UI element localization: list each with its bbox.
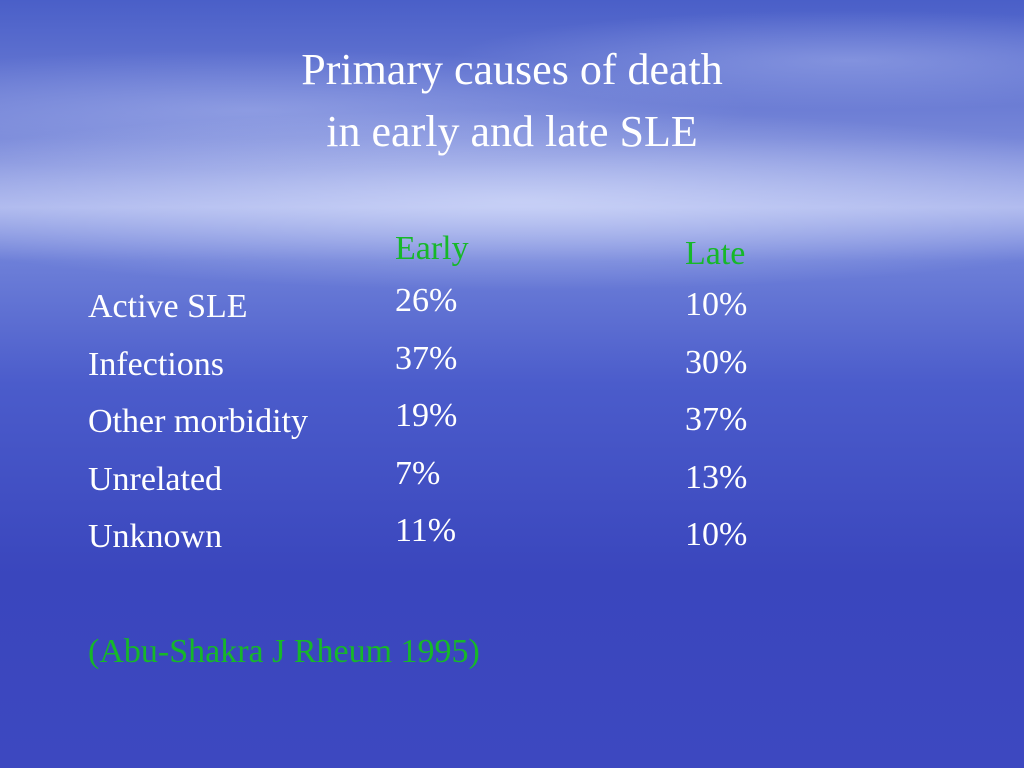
row-label: Unrelated [88,460,223,498]
row-label: Active SLE [88,288,248,325]
row-label: Unknown [88,518,223,555]
cell: 30% [685,343,748,381]
cell: 11% [395,512,457,549]
cell: 10% [685,516,748,553]
cell: 26% [395,282,458,319]
cell: 13% [685,458,748,496]
column-header: Late [685,235,746,272]
cell: 7% [395,454,441,492]
row-label: Other morbidity [88,403,309,440]
row-label: Infections [88,345,224,383]
title-line: Primary causes of death [301,45,723,94]
title-line: in early and late SLE [326,107,698,156]
cell: 37% [685,401,748,438]
cell: 10% [685,286,748,323]
cell: 37% [395,339,458,377]
column-header: Early [395,230,469,267]
cell: 19% [395,397,458,434]
citation: (Abu-Shakra J Rheum 1995) [88,633,480,670]
